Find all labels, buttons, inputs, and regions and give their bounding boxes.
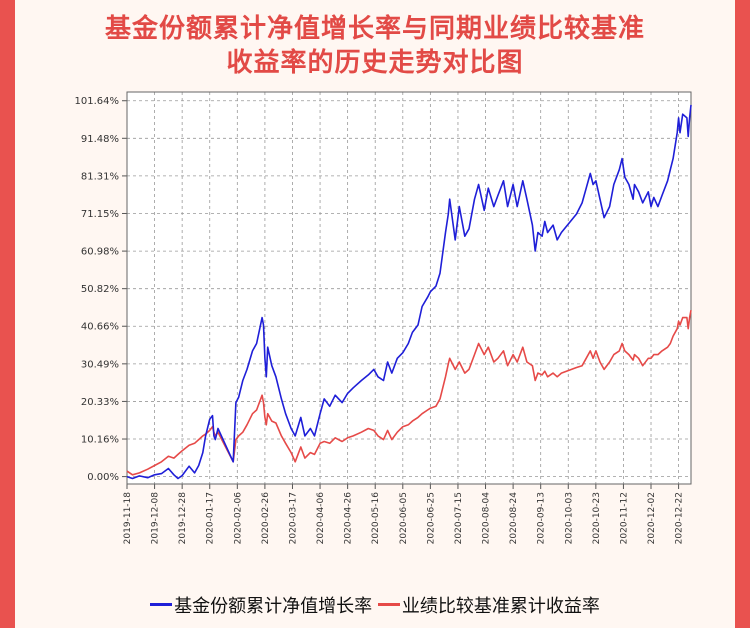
x-tick-label: 2019-12-08 [151, 492, 161, 545]
y-tick-label: 50.82% [81, 284, 119, 295]
y-tick-label: 10.16% [81, 435, 119, 446]
x-tick-label: 2020-12-22 [675, 492, 685, 544]
legend-item-benchmark: 业绩比较基准累计收益率 [377, 592, 600, 618]
x-tick-label: 2020-01-17 [206, 492, 216, 544]
x-tick-label: 2020-03-17 [288, 492, 298, 544]
y-tick-label: 60.98% [81, 247, 119, 258]
plot-border [126, 91, 692, 485]
x-tick-label: 2020-08-04 [482, 492, 492, 545]
x-tick-label: 2020-08-24 [509, 492, 519, 545]
plot-area [127, 92, 691, 484]
x-tick-label: 2020-09-13 [537, 492, 547, 544]
y-tick-label: 20.33% [81, 397, 119, 408]
legend-swatch-benchmark [377, 603, 400, 606]
y-tick-label: 0.00% [87, 472, 119, 483]
x-tick-label: 2020-05-16 [371, 492, 381, 545]
x-tick-label: 2020-10-23 [592, 492, 602, 544]
y-tick-label: 71.15% [81, 209, 119, 220]
legend-label-fund: 基金份额累计净值增长率 [174, 595, 373, 617]
x-tick-label: 2020-10-03 [564, 492, 574, 544]
y-tick-label: 81.31% [81, 171, 119, 182]
y-tick-label: 101.64% [75, 96, 120, 107]
chart-legend: 基金份额累计净值增长率 业绩比较基准累计收益率 [15, 590, 735, 618]
x-tick-label: 2020-02-26 [261, 492, 271, 545]
chart-title-line-2: 收益率的历史走势对比图 [226, 48, 524, 78]
line-chart: 0.00% 10.16% 20.33% 30.49% 40.66% 50.82% 60.98… [75, 91, 692, 545]
y-tick-label: 40.66% [81, 322, 119, 333]
chart-title: 基金份额累计净值增长率与同期业绩比较基准 收益率的历史走势对比图 [15, 12, 735, 80]
series-line-fund [126, 104, 692, 480]
x-tick-label: 2020-06-25 [426, 492, 436, 544]
x-tick-label: 2019-11-18 [123, 492, 133, 545]
x-tick-label: 2020-12-02 [647, 492, 657, 544]
series-line-benchmark [126, 310, 692, 476]
x-tick-label: 2020-07-15 [454, 492, 464, 544]
x-tick-label: 2020-06-05 [399, 492, 409, 544]
legend-swatch-fund [150, 603, 173, 606]
x-tick-label: 2020-11-12 [619, 492, 629, 544]
x-tick-label: 2020-02-06 [233, 492, 243, 545]
chart-title-line-1: 基金份额累计净值增长率与同期业绩比较基准 [104, 14, 645, 44]
chart-panel: 基金份额累计净值增长率与同期业绩比较基准 收益率的历史走势对比图 0.00% 10… [15, 0, 735, 628]
x-tick-label: 2020-04-06 [316, 492, 326, 545]
x-tick-label: 2019-12-28 [178, 492, 188, 545]
y-tick-label: 30.49% [81, 359, 119, 370]
y-tick-label: 91.48% [81, 134, 119, 145]
legend-item-fund: 基金份额累计净值增长率 [150, 592, 372, 618]
x-tick-label: 2020-04-26 [344, 492, 354, 545]
legend-label-benchmark: 业绩比较基准累计收益率 [401, 595, 600, 617]
